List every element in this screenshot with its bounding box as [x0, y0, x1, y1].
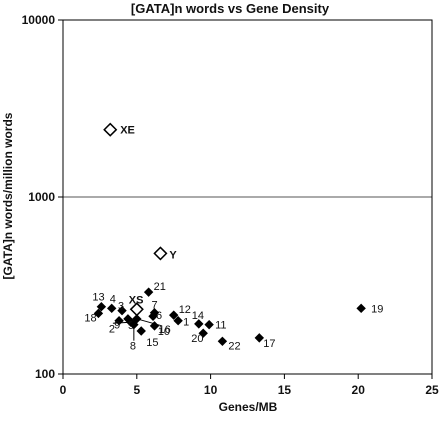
filled-diamond-point	[107, 303, 117, 314]
chart-title: [GATA]n words vs Gene Density	[131, 1, 330, 16]
filled-diamond-point	[114, 316, 124, 326]
point-label: 12	[179, 304, 191, 316]
filled-diamond-point	[149, 307, 160, 318]
point-label: 19	[371, 303, 383, 315]
point-label: Y	[169, 249, 177, 261]
open-diamond-point	[153, 246, 168, 261]
x-tick-label: 25	[425, 383, 439, 397]
point-label: 9	[114, 320, 120, 332]
point-label: 1	[183, 317, 189, 329]
point-label: 17	[263, 338, 275, 350]
filled-diamond-point	[217, 336, 228, 347]
y-tick-label: 1000	[28, 190, 55, 204]
point-label: 10	[158, 326, 170, 338]
y-tick-label: 10000	[22, 13, 56, 27]
point-label: 2	[109, 323, 115, 335]
x-tick-label: 20	[352, 383, 366, 397]
point-label: 3	[118, 301, 124, 313]
y-axis-label: [GATA]n words/million words	[1, 112, 15, 279]
point-label: 16	[159, 324, 171, 336]
x-tick-label: 0	[60, 383, 67, 397]
filled-diamond-point	[168, 310, 179, 320]
point-label: 21	[154, 281, 166, 293]
x-axis-label: Genes/MB	[219, 400, 278, 414]
filled-diamond-point	[136, 326, 146, 336]
x-tick-label: 15	[278, 383, 292, 397]
y-tick-label: 100	[35, 367, 55, 381]
point-label: XS	[129, 294, 144, 306]
filled-diamond-point	[93, 308, 104, 319]
point-label: 18	[84, 312, 96, 324]
point-label: 7	[152, 300, 158, 312]
filled-diamond-point	[173, 316, 183, 326]
point-label: 22	[228, 340, 240, 352]
point-label: XE	[120, 125, 135, 137]
x-tick-label: 5	[133, 383, 140, 397]
filled-diamond-point	[143, 287, 154, 297]
point-label: 11	[215, 320, 226, 332]
filled-diamond-point	[356, 303, 366, 314]
filled-diamond-point	[194, 319, 204, 329]
x-tick-label: 10	[204, 383, 218, 397]
open-diamond-point	[103, 122, 118, 137]
point-label: 6	[156, 310, 162, 322]
filled-diamond-point	[204, 319, 214, 330]
filled-diamond-point	[96, 301, 107, 312]
point-label: 13	[92, 292, 104, 304]
filled-diamond-point	[198, 328, 208, 338]
filled-diamond-point	[254, 333, 265, 343]
filled-diamond-point	[117, 305, 127, 316]
point-label: 14	[192, 310, 204, 322]
point-label: 20	[191, 333, 203, 345]
point-label: 8	[130, 341, 136, 353]
filled-diamond-point	[149, 321, 160, 331]
point-label: 4	[110, 293, 116, 305]
filled-diamond-point	[123, 314, 133, 324]
open-diamond-point	[129, 302, 144, 317]
point-label: 15	[146, 337, 158, 349]
